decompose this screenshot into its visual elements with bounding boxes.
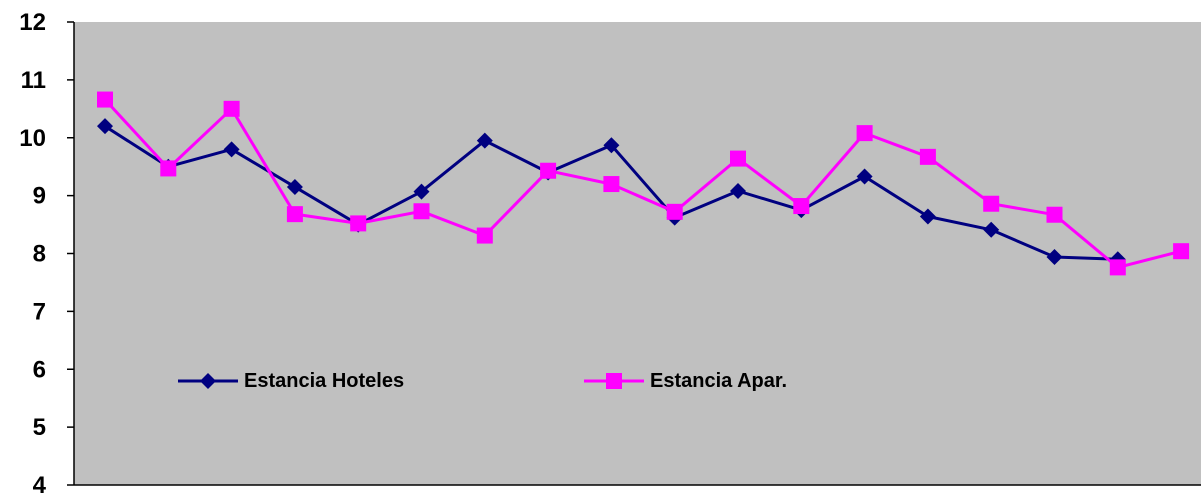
data-point-apar	[413, 203, 430, 220]
data-point-hoteles	[1046, 248, 1063, 265]
data-point-apar	[223, 100, 240, 117]
y-tick-label: 10	[19, 125, 46, 152]
data-point-hoteles	[413, 183, 430, 200]
data-point-hoteles	[286, 178, 303, 195]
data-point-apar	[97, 91, 113, 108]
data-point-apar	[1109, 259, 1126, 276]
series-line-1	[103, 98, 1182, 269]
data-point-apar	[793, 198, 810, 215]
data-point-apar	[983, 195, 1000, 212]
legend: Estancia Hoteles Estancia Apar.	[178, 370, 787, 392]
y-axis: 4 5 6 7 8 9 10 11 12	[19, 9, 1201, 496]
data-point-hoteles	[603, 137, 620, 154]
y-tick-label: 9	[33, 183, 46, 210]
data-point-apar	[540, 162, 557, 179]
data-point-hoteles	[97, 118, 113, 135]
data-point-hoteles	[856, 168, 873, 185]
y-tick-label: 12	[19, 9, 46, 36]
data-point-hoteles	[476, 132, 493, 149]
data-point-hoteles	[223, 141, 240, 158]
data-point-hoteles	[730, 182, 746, 199]
data-point-apar	[286, 206, 303, 223]
data-point-apar	[476, 227, 493, 244]
legend-label-1: Estancia Apar.	[650, 370, 787, 392]
y-tick-label: 8	[33, 241, 46, 268]
data-point-hoteles	[919, 208, 936, 225]
data-point-hoteles	[983, 221, 1000, 238]
plot-area	[74, 22, 1201, 485]
legend-marker-0	[200, 373, 216, 389]
data-point-apar	[1173, 243, 1190, 260]
data-point-apar	[666, 203, 683, 220]
data-point-apar	[160, 160, 177, 177]
data-point-apar	[603, 176, 620, 193]
data-point-apar	[856, 125, 873, 142]
y-tick-label: 7	[33, 298, 46, 325]
legend-marker-1	[606, 373, 622, 389]
data-point-apar	[730, 150, 746, 167]
y-tick-label: 5	[33, 414, 46, 441]
series-markers	[97, 91, 1190, 276]
data-point-apar	[919, 148, 936, 165]
data-point-apar	[1046, 206, 1063, 223]
data-point-apar	[350, 215, 367, 232]
y-tick-label: 4	[33, 472, 47, 496]
y-tick-label: 6	[33, 356, 46, 383]
y-tick-label: 11	[21, 67, 46, 94]
legend-label-0: Estancia Hoteles	[244, 370, 404, 392]
